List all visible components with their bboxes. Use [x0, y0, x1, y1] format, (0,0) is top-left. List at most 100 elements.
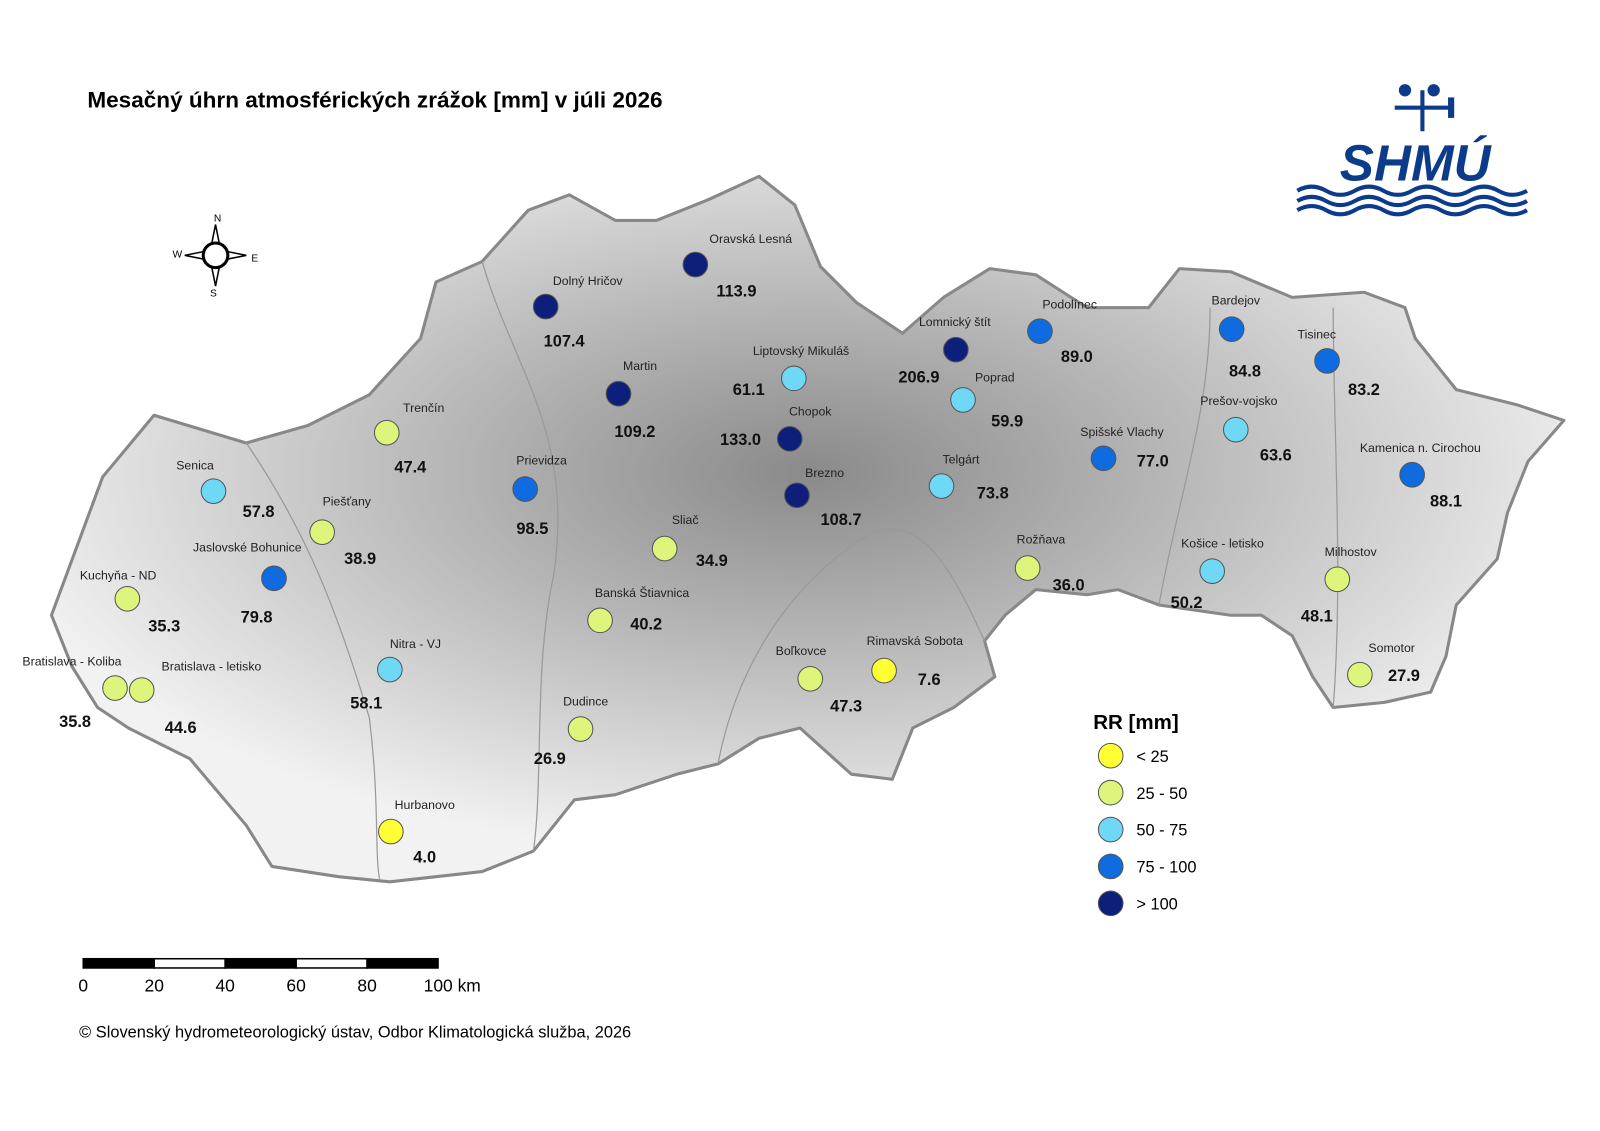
- legend-title: RR [mm]: [1093, 711, 1178, 734]
- station-name: Kamenica n. Cirochou: [1360, 441, 1481, 455]
- station-name: Milhostov: [1325, 545, 1378, 559]
- logo: SHMÚ: [1296, 84, 1529, 217]
- station-value: 83.2: [1348, 381, 1380, 399]
- station-name: Sliač: [672, 513, 699, 527]
- station-value: 40.2: [630, 616, 662, 634]
- station-name: Bardejov: [1212, 294, 1261, 308]
- station-name: Rimavská Sobota: [867, 634, 964, 648]
- station-name: Trenčín: [403, 401, 444, 415]
- legend-swatch: [1097, 742, 1124, 769]
- station-name: Senica: [176, 459, 214, 473]
- station-name: Liptovský Mikuláš: [753, 344, 849, 358]
- station-value: 84.8: [1229, 362, 1261, 380]
- compass-w: W: [172, 249, 182, 260]
- station-value: 73.8: [977, 484, 1009, 502]
- legend-label: 25 - 50: [1136, 785, 1187, 803]
- station-marker: [1014, 555, 1041, 581]
- station-name: Bratislava - letisko: [162, 660, 262, 674]
- station-value: 35.3: [148, 618, 180, 636]
- station-value: 4.0: [413, 848, 436, 866]
- station-name: Lomnický štít: [919, 315, 991, 329]
- station-value: 63.6: [1260, 446, 1292, 464]
- station-marker: [928, 473, 955, 499]
- station-value: 61.1: [733, 381, 765, 399]
- station-marker: [682, 251, 709, 278]
- station-value: 7.6: [918, 671, 941, 689]
- station-marker: [309, 519, 335, 545]
- station-name: Brezno: [805, 466, 844, 480]
- station-name: Oravská Lesná: [709, 232, 792, 246]
- station-name: Prešov-vojsko: [1200, 394, 1277, 408]
- station-marker: [1027, 318, 1053, 345]
- station-marker: [532, 293, 559, 320]
- station-value: 48.1: [1301, 607, 1333, 625]
- scale-label: 60: [286, 976, 306, 996]
- station-value: 47.3: [830, 698, 862, 716]
- station-name: Nitra - VJ: [390, 637, 441, 651]
- station-name: Telgárt: [943, 452, 980, 466]
- station-name: Prievidza: [516, 453, 567, 467]
- station-value: 44.6: [165, 719, 197, 737]
- compass-n: N: [214, 213, 221, 224]
- station-value: 98.5: [516, 520, 548, 538]
- station-marker: [1399, 461, 1425, 488]
- station-name: Dudince: [563, 694, 608, 708]
- station-value: 50.2: [1171, 594, 1203, 612]
- station-marker: [512, 476, 539, 502]
- legend-swatch: [1097, 779, 1124, 806]
- station-value: 34.9: [696, 552, 728, 570]
- scale-segment: [224, 957, 297, 969]
- scale-segment: [153, 957, 226, 969]
- map-title: Mesačný úhrn atmosférických zrážok [mm] …: [87, 88, 662, 113]
- scale-label: 100 km: [424, 976, 481, 996]
- station-marker: [200, 478, 227, 504]
- station-value: 107.4: [544, 333, 586, 351]
- station-marker: [950, 387, 976, 413]
- scale-label: 0: [78, 976, 88, 996]
- station-name: Jaslovské Bohunice: [193, 541, 302, 555]
- station-name: Spišské Vlachy: [1080, 425, 1164, 439]
- station-value: 109.2: [614, 423, 655, 441]
- station-value: 88.1: [1430, 493, 1462, 511]
- scale-label: 80: [357, 976, 377, 996]
- station-marker: [1199, 558, 1226, 584]
- legend-swatch: [1097, 853, 1124, 880]
- station-marker: [776, 426, 803, 452]
- footer: © Slovenský hydrometeorologický ústav, O…: [79, 1024, 631, 1042]
- station-marker: [128, 677, 155, 703]
- station-value: 36.0: [1053, 577, 1085, 595]
- station-marker: [1218, 316, 1245, 342]
- station-value: 59.9: [991, 413, 1023, 431]
- legend-label: < 25: [1136, 748, 1168, 766]
- scale-segment: [366, 957, 439, 969]
- station-name: Boľkovce: [776, 644, 827, 658]
- station-name: Rožňava: [1017, 532, 1066, 546]
- station-marker: [377, 656, 403, 683]
- station-name: Piešťany: [323, 495, 372, 509]
- station-marker: [1324, 566, 1351, 593]
- legend-label: > 100: [1136, 896, 1177, 914]
- station-marker: [373, 419, 400, 446]
- station-value: 26.9: [534, 750, 566, 768]
- station-marker: [1222, 416, 1249, 443]
- station-marker: [1314, 348, 1340, 374]
- station-value: 89.0: [1061, 348, 1093, 366]
- station-marker: [943, 336, 969, 363]
- station-value: 113.9: [716, 282, 756, 300]
- station-value: 79.8: [241, 608, 273, 626]
- station-value: 57.8: [243, 503, 275, 521]
- station-value: 35.8: [59, 713, 91, 731]
- station-marker: [1347, 661, 1373, 688]
- compass-s: S: [210, 288, 217, 299]
- station-name: Somotor: [1368, 641, 1414, 655]
- scale-label: 40: [215, 976, 235, 996]
- station-value: 38.9: [344, 550, 376, 568]
- station-name: Banská Štiavnica: [595, 585, 689, 600]
- legend-swatch: [1097, 890, 1124, 917]
- station-value: 108.7: [820, 511, 861, 529]
- station-marker: [651, 535, 678, 562]
- station-marker: [587, 607, 613, 634]
- station-name: Košice - letisko: [1181, 537, 1264, 551]
- station-name: Kuchyňa - ND: [80, 568, 157, 582]
